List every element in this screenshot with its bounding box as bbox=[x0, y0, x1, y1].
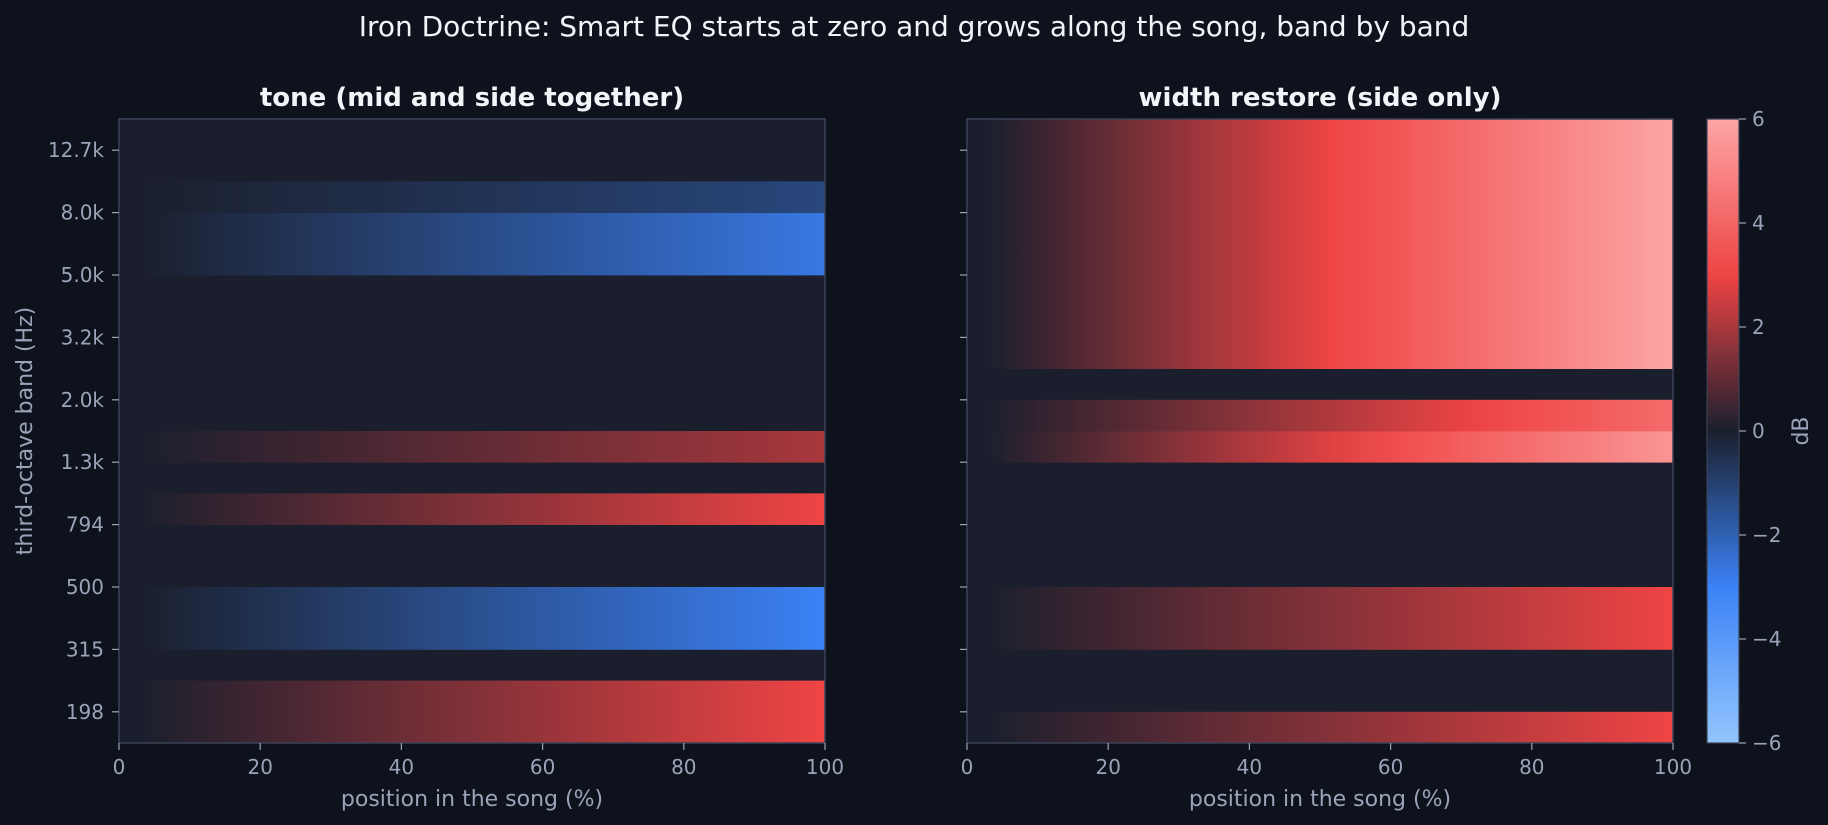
y-tick-label: 3.2k bbox=[61, 325, 105, 349]
x-tick-label: 60 bbox=[1378, 755, 1403, 779]
y-tick-label: 794 bbox=[66, 513, 104, 537]
tone-plot-frame bbox=[118, 118, 826, 744]
heatmap-band-row-15 bbox=[967, 243, 1673, 276]
heatmap-band-row-13 bbox=[967, 306, 1673, 338]
heatmap-band-row-0 bbox=[119, 711, 825, 744]
width-y-ticks bbox=[960, 149, 967, 713]
tone-x-ticks: 0 20 40 60 80 100 bbox=[113, 743, 844, 779]
x-tick-label: 40 bbox=[1237, 755, 1262, 779]
width-x-ticks: 0 20 40 60 80 100 bbox=[961, 743, 1692, 779]
colorbar: 6 4 2 0 −2 −4 −6 dB bbox=[1706, 107, 1814, 755]
x-tick-label: 20 bbox=[1095, 755, 1120, 779]
width-panel-title: width restore (side only) bbox=[1139, 83, 1502, 113]
heatmap-band-row-15 bbox=[119, 243, 825, 276]
x-tick-label: 0 bbox=[113, 755, 126, 779]
x-tick-label: 0 bbox=[961, 755, 974, 779]
heatmap-band-row-7 bbox=[119, 493, 825, 525]
y-tick-label: 315 bbox=[66, 637, 104, 661]
tone-panel-title: tone (mid and side together) bbox=[260, 83, 684, 113]
heatmap-band-row-9 bbox=[119, 431, 825, 463]
x-tick-label: 80 bbox=[671, 755, 696, 779]
y-tick-label: 500 bbox=[66, 575, 104, 599]
figure-title: Iron Doctrine: Smart EQ starts at zero a… bbox=[359, 10, 1470, 43]
tone-x-axis-label: position in the song (%) bbox=[341, 787, 603, 812]
width-plot-frame bbox=[966, 118, 1674, 744]
width-heatmap-cells bbox=[967, 119, 1673, 744]
heatmap-band-row-4 bbox=[119, 587, 825, 619]
heatmap-band-row-10 bbox=[967, 399, 1673, 432]
y-tick-label: 12.7k bbox=[48, 138, 105, 162]
colorbar-ticks: 6 4 2 0 −2 −4 −6 bbox=[1739, 107, 1781, 755]
heatmap-band-row-17 bbox=[119, 181, 825, 213]
x-tick-label: 100 bbox=[1654, 755, 1692, 779]
heatmap-band-row-14 bbox=[967, 275, 1673, 307]
heatmap-band-row-16 bbox=[967, 212, 1673, 245]
colorbar-tick-label: 0 bbox=[1752, 419, 1765, 443]
y-tick-label: 1.3k bbox=[61, 450, 105, 474]
heatmap-band-row-3 bbox=[119, 618, 825, 650]
x-tick-label: 100 bbox=[806, 755, 844, 779]
y-tick-label: 5.0k bbox=[61, 263, 105, 287]
colorbar-tick-label: 2 bbox=[1752, 315, 1765, 339]
x-tick-label: 20 bbox=[247, 755, 272, 779]
colorbar-tick-label: 6 bbox=[1752, 107, 1765, 131]
heatmap-band-row-4 bbox=[967, 587, 1673, 619]
heatmap-band-row-12 bbox=[967, 337, 1673, 369]
colorbar-label: dB bbox=[1789, 416, 1814, 445]
width-panel: width restore (side only) 0 20 40 60 80 100 p… bbox=[960, 83, 1692, 812]
colorbar-tick-label: 4 bbox=[1752, 211, 1765, 235]
x-tick-label: 80 bbox=[1519, 755, 1544, 779]
colorbar-tick-label: −2 bbox=[1752, 523, 1781, 547]
heatmap-band-row-19 bbox=[967, 119, 1673, 151]
tone-heatmap-cells bbox=[119, 181, 825, 744]
heatmap-band-row-16 bbox=[119, 212, 825, 245]
width-x-axis-label: position in the song (%) bbox=[1189, 787, 1451, 812]
colorbar-tick-label: −4 bbox=[1752, 627, 1781, 651]
y-tick-label: 198 bbox=[66, 700, 104, 724]
colorbar-gradient bbox=[1707, 119, 1739, 743]
y-tick-label: 8.0k bbox=[61, 201, 105, 225]
heatmap-band-row-17 bbox=[967, 181, 1673, 213]
heatmap-band-row-0 bbox=[967, 711, 1673, 744]
x-tick-label: 60 bbox=[530, 755, 555, 779]
colorbar-tick-label: −6 bbox=[1752, 731, 1781, 755]
heatmap-band-row-1 bbox=[119, 680, 825, 713]
x-tick-label: 40 bbox=[389, 755, 414, 779]
y-tick-label: 2.0k bbox=[61, 388, 105, 412]
tone-panel: tone (mid and side together) 198 315 500 79… bbox=[13, 83, 844, 812]
tone-y-axis-label: third-octave band (Hz) bbox=[13, 307, 38, 555]
heatmap-band-row-3 bbox=[967, 618, 1673, 650]
tone-y-ticks: 198 315 500 794 1.3k 2.0k 3.2k 5.0k 8.0k 12.7k bbox=[48, 138, 119, 724]
heatmap-band-row-18 bbox=[967, 150, 1673, 182]
heatmap-band-row-9 bbox=[967, 431, 1673, 463]
